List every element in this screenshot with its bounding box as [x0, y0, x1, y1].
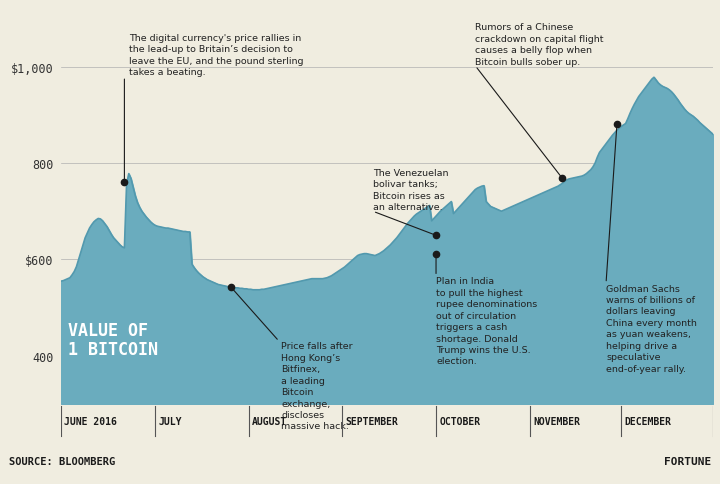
Text: JUNE 2016: JUNE 2016 [65, 416, 117, 426]
Text: FORTUNE: FORTUNE [664, 456, 711, 466]
Text: Plan in India
to pull the highest
rupee denominations
out of circulation
trigger: Plan in India to pull the highest rupee … [436, 277, 537, 366]
Text: NOVEMBER: NOVEMBER [533, 416, 580, 426]
Text: SEPTEMBER: SEPTEMBER [346, 416, 398, 426]
Text: Goldman Sachs
warns of billions of
dollars leaving
China every month
as yuan wea: Goldman Sachs warns of billions of dolla… [606, 284, 697, 373]
Text: AUGUST: AUGUST [252, 416, 287, 426]
Text: JULY: JULY [158, 416, 181, 426]
Text: VALUE OF
1 BITCOIN: VALUE OF 1 BITCOIN [68, 321, 158, 359]
Text: Price falls after
Hong Kong’s
Bitfinex,
a leading
Bitcoin
exchange,
discloses
ma: Price falls after Hong Kong’s Bitfinex, … [282, 342, 353, 431]
Text: The Venezuelan
bolivar tanks;
Bitcoin rises as
an alternative.: The Venezuelan bolivar tanks; Bitcoin ri… [373, 168, 449, 212]
Text: DECEMBER: DECEMBER [624, 416, 672, 426]
Text: SOURCE: BLOOMBERG: SOURCE: BLOOMBERG [9, 456, 115, 466]
Text: OCTOBER: OCTOBER [439, 416, 480, 426]
Text: Rumors of a Chinese
crackdown on capital flight
causes a belly flop when
Bitcoin: Rumors of a Chinese crackdown on capital… [475, 23, 604, 66]
Text: The digital currency's price rallies in
the lead-up to Britain’s decision to
lea: The digital currency's price rallies in … [129, 34, 303, 77]
